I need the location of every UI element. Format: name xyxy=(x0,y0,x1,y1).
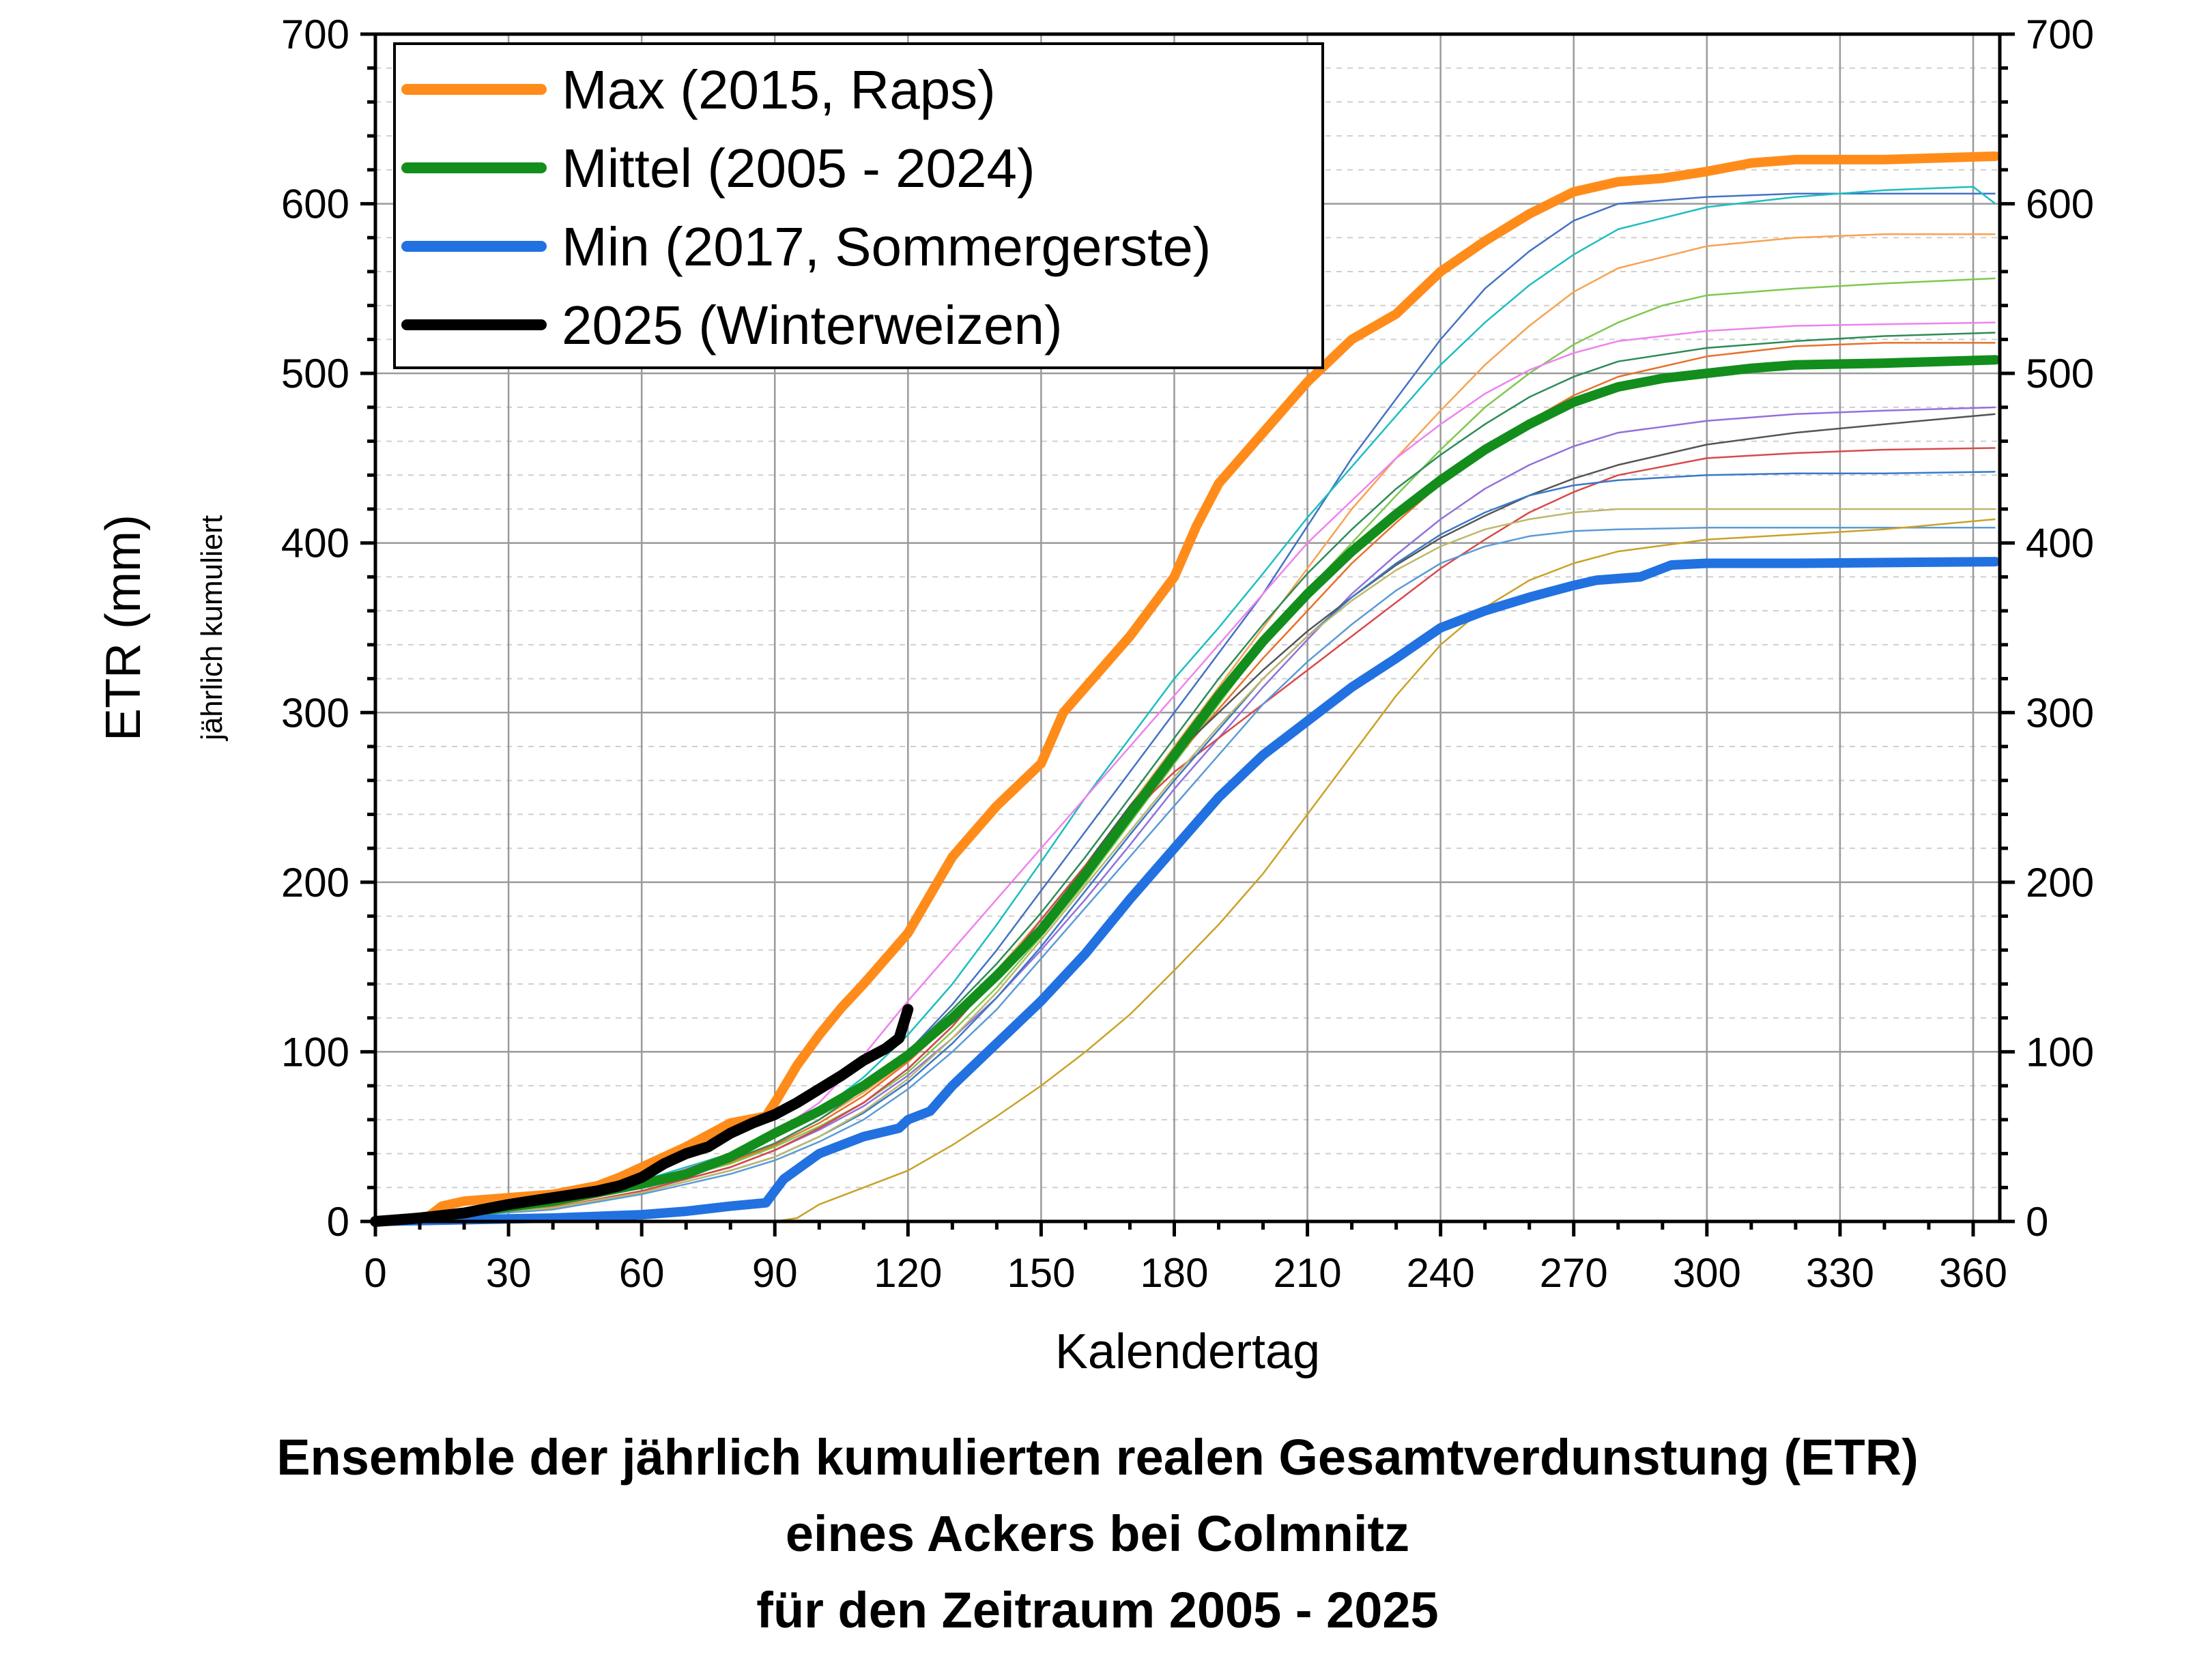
legend-label: Min (2017, Sommergerste) xyxy=(562,216,1211,277)
y-axis-sublabel: jährlich kumuliert xyxy=(195,515,229,742)
y-tick-label-right: 600 xyxy=(2026,182,2094,227)
x-tick-label: 330 xyxy=(1806,1250,1874,1296)
y-tick-label-right: 500 xyxy=(2026,351,2094,396)
ensemble-line-17 xyxy=(375,518,1996,1223)
ensemble-line-16 xyxy=(375,508,1996,1223)
series-line-mittel xyxy=(371,355,2000,1226)
ensemble-line-8 xyxy=(375,321,1996,1223)
x-tick-label: 0 xyxy=(364,1250,386,1296)
y-tick-label-left: 0 xyxy=(327,1199,349,1245)
ensemble-line-14 xyxy=(375,471,1996,1223)
y-tick-label-right: 300 xyxy=(2026,690,2094,736)
x-tick-label: 60 xyxy=(619,1250,665,1296)
ensemble-line-15 xyxy=(375,527,1996,1223)
x-tick-label: 150 xyxy=(1007,1250,1075,1296)
series-line-min xyxy=(371,557,2000,1226)
y-tick-label-left: 300 xyxy=(281,690,349,736)
y-tick-label-left: 100 xyxy=(281,1029,349,1075)
main-series-lines xyxy=(370,151,2000,1227)
x-tick-label: 360 xyxy=(1939,1250,2007,1296)
y-axis-label: ETR (mm) xyxy=(96,515,151,741)
x-tick-label: 210 xyxy=(1274,1250,1342,1296)
y-tick-label-left: 200 xyxy=(281,860,349,906)
legend-box xyxy=(393,42,1324,369)
x-tick-label: 30 xyxy=(486,1250,532,1296)
series-line-2025 xyxy=(370,1004,914,1227)
caption-line-2: eines Ackers bei Colmnitz xyxy=(785,1505,1410,1562)
y-tick-label-left: 700 xyxy=(281,12,349,57)
y-tick-label-right: 400 xyxy=(2026,521,2094,566)
y-tick-label-right: 200 xyxy=(2026,860,2094,906)
ensemble-line-12 xyxy=(375,413,1996,1223)
x-axis-label: Kalendertag xyxy=(1055,1324,1320,1379)
y-tick-label-right: 700 xyxy=(2026,12,2094,57)
y-tick-label-left: 600 xyxy=(281,182,349,227)
series-line-max xyxy=(371,151,2000,1226)
ensemble-line-7 xyxy=(375,277,1996,1223)
ensemble-line-6 xyxy=(375,233,1996,1223)
legend: Max (2015, Raps) Mittel (2005 - 2024) Min … xyxy=(393,42,1324,369)
y-tick-label-right: 100 xyxy=(2026,1029,2094,1075)
x-tick-label: 120 xyxy=(874,1250,942,1296)
x-tick-label: 270 xyxy=(1540,1250,1608,1296)
x-tick-label: 180 xyxy=(1140,1250,1208,1296)
axes xyxy=(360,32,2015,1236)
ensemble-line-9 xyxy=(375,332,1996,1223)
y-tick-label-left: 400 xyxy=(281,521,349,566)
x-tick-label: 300 xyxy=(1673,1250,1741,1296)
chart-caption: Ensemble der jährlich kumulierten realen… xyxy=(0,1419,2195,1649)
ensemble-lines xyxy=(375,186,1996,1223)
x-tick-label: 90 xyxy=(752,1250,798,1296)
caption-line-1: Ensemble der jährlich kumulierten realen… xyxy=(276,1429,1919,1486)
legend-label: Mittel (2005 - 2024) xyxy=(562,138,1035,199)
caption-line-3: für den Zeitraum 2005 - 2025 xyxy=(756,1582,1439,1638)
x-tick-label: 240 xyxy=(1407,1250,1475,1296)
legend-label: 2025 (Winterweizen) xyxy=(562,295,1063,356)
legend-label: Max (2015, Raps) xyxy=(562,59,996,120)
y-tick-label-left: 500 xyxy=(281,351,349,396)
y-tick-label-right: 0 xyxy=(2026,1199,2048,1245)
